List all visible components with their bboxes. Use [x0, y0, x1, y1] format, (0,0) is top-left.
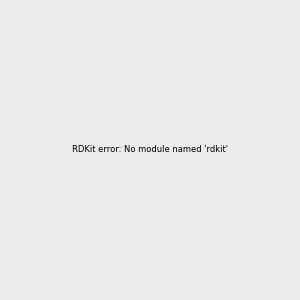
Text: RDKit error: No module named 'rdkit': RDKit error: No module named 'rdkit': [72, 146, 228, 154]
